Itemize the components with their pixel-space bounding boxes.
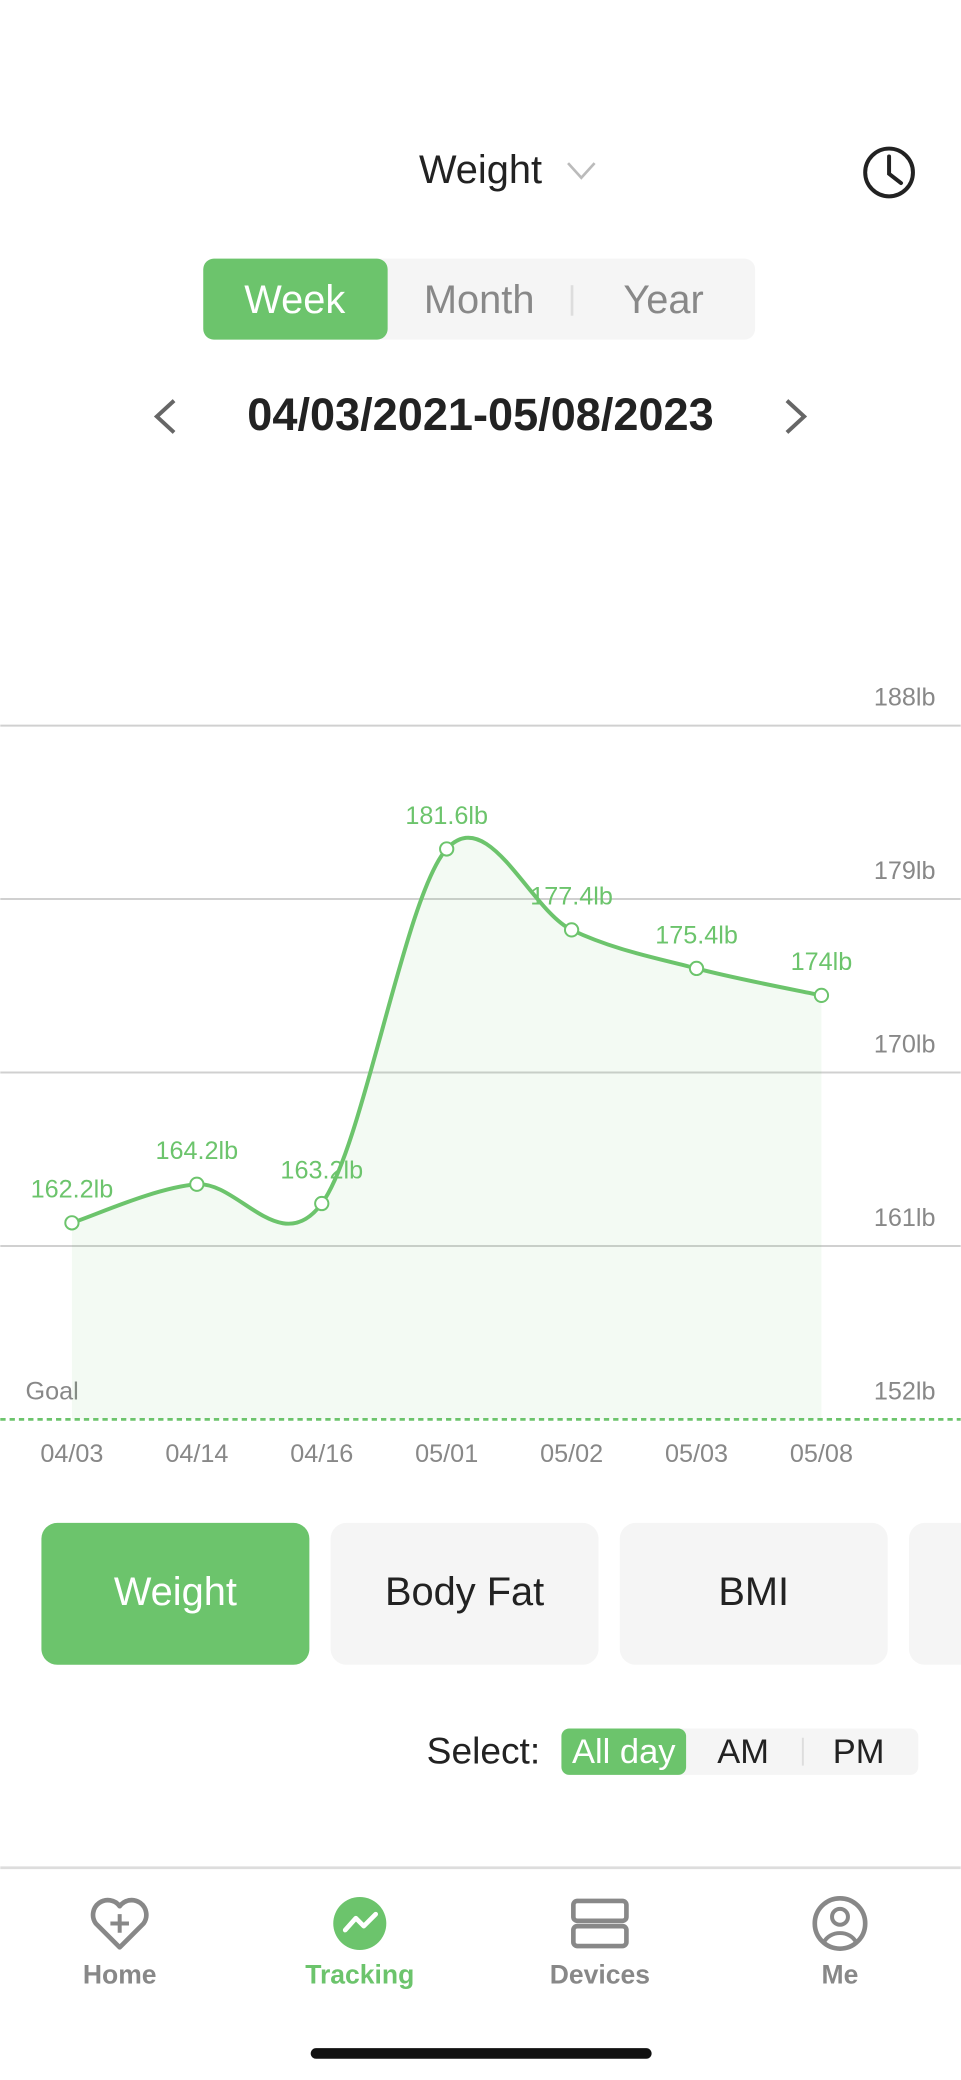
select-active	[561, 1728, 687, 1775]
nav-tracking[interactable]: Tracking	[305, 1896, 414, 1990]
metric-label: BMI	[718, 1570, 789, 1614]
select-option[interactable]: PM	[833, 1733, 885, 1771]
date-range: 04/03/2021-05/08/2023	[247, 389, 713, 440]
metric-label: Weight	[114, 1570, 237, 1614]
y-tick-label: 188lb	[874, 684, 936, 712]
next-button[interactable]	[785, 399, 808, 434]
x-tick-label: 05/08	[790, 1440, 853, 1468]
goal-label: Goal	[26, 1378, 79, 1406]
metric-tab-active[interactable]	[41, 1522, 310, 1665]
value-label: 177.4lb	[530, 883, 613, 911]
tab[interactable]: Month	[424, 278, 535, 322]
y-tick-label: 161lb	[874, 1204, 936, 1232]
metric-label: Body Fat	[385, 1570, 544, 1614]
svg-text:Devices: Devices	[550, 1960, 650, 1990]
svg-text:Me: Me	[822, 1960, 859, 1990]
point	[439, 841, 455, 857]
point	[314, 1195, 330, 1212]
line	[71, 835, 822, 1226]
history-button[interactable]	[863, 146, 915, 199]
y-tick-label: 179lb	[874, 857, 936, 885]
value-label: 175.4lb	[655, 921, 738, 949]
point	[189, 1176, 205, 1192]
point	[64, 1215, 80, 1231]
area	[71, 837, 822, 1420]
title[interactable]: Weight	[419, 148, 542, 192]
x-tick-label: 04/14	[165, 1440, 228, 1468]
select-label: Select:	[427, 1729, 541, 1771]
active-tab	[203, 258, 388, 340]
chart: 152lb 161lb 170lb 179lb 188lb Goal 162.2lb 04/0…	[0, 684, 961, 1468]
value-label: 181.6lb	[405, 802, 488, 830]
nav-me[interactable]: Me	[812, 1895, 868, 1990]
point	[688, 960, 705, 977]
value-label: 174lb	[791, 948, 853, 976]
nav-devices[interactable]: Devices	[550, 1898, 650, 1990]
y-tick-label: 170lb	[874, 1031, 936, 1059]
x-tick-label: 04/03	[40, 1440, 103, 1468]
x-tick-label: 05/02	[540, 1440, 603, 1468]
y-tick-label: 152lb	[874, 1378, 936, 1406]
point	[813, 987, 830, 1004]
svg-text:Tracking: Tracking	[305, 1960, 414, 1990]
select-option[interactable]: AM	[717, 1733, 769, 1771]
tab[interactable]: Week	[244, 278, 345, 322]
x-tick-label: 04/16	[290, 1440, 353, 1468]
value-label: 163.2lb	[280, 1156, 363, 1184]
metric-tab[interactable]	[908, 1522, 961, 1665]
x-tick-label: 05/01	[415, 1440, 478, 1468]
metric-tab[interactable]	[330, 1522, 599, 1665]
value-label: 162.2lb	[31, 1176, 114, 1204]
point	[563, 922, 580, 938]
svg-text:Home: Home	[83, 1960, 157, 1990]
tab[interactable]: Year	[623, 278, 703, 322]
home-indicator	[310, 2048, 652, 2059]
x-tick-label: 05/03	[665, 1440, 728, 1468]
metric-tab[interactable]	[619, 1522, 888, 1665]
prev-button[interactable]	[153, 399, 176, 434]
nav-home[interactable]: Home	[83, 1897, 157, 1990]
select-option[interactable]: All day	[572, 1733, 676, 1771]
value-label: 164.2lb	[156, 1137, 239, 1165]
dropdown-icon[interactable]	[567, 162, 596, 180]
